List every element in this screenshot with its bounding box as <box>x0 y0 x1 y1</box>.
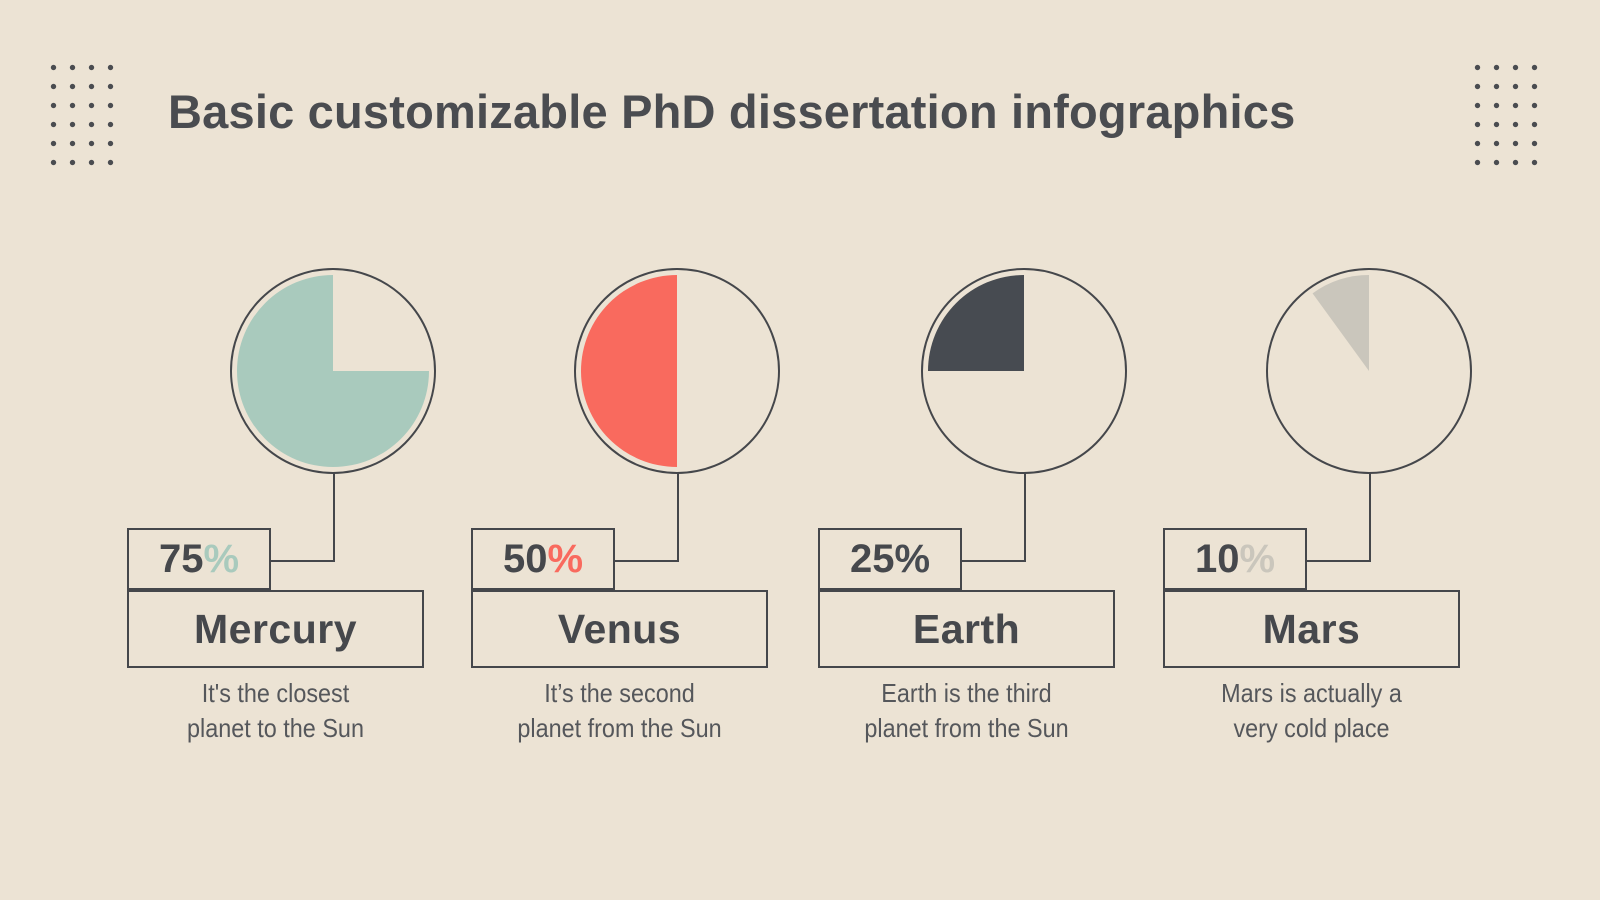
planet-name: Mars <box>1262 605 1361 652</box>
percentage-box: 25% <box>818 528 962 590</box>
planet-group-mercury: 75% Mercury It's the closest planet to t… <box>127 0 473 900</box>
percentage-value: 10 <box>1194 536 1240 581</box>
connector-line <box>615 473 679 562</box>
pie-slice <box>1312 275 1369 371</box>
planet-name: Earth <box>912 605 1021 652</box>
percentage-value: 75 <box>158 536 204 581</box>
percentage-box: 10% <box>1163 528 1307 590</box>
planet-name-box: Mars <box>1163 590 1460 668</box>
planet-group-earth: 25% Earth Earth is the third planet from… <box>818 0 1164 900</box>
percentage-value: 50 <box>502 536 548 581</box>
description-line-1: It's the closest <box>201 678 350 708</box>
connector-line <box>962 473 1026 562</box>
pie-chart-mars <box>1266 268 1472 474</box>
pie-chart-mercury <box>230 268 436 474</box>
percentage-box: 50% <box>471 528 615 590</box>
percent-sign: % <box>203 536 240 581</box>
page-title: Basic customizable PhD dissertation info… <box>168 85 1296 138</box>
percent-sign: % <box>547 536 584 581</box>
pie-chart-venus <box>574 268 780 474</box>
connector-line <box>1307 473 1371 562</box>
connector-line <box>271 473 335 562</box>
planet-description: It’s the second planet from the Sun <box>486 676 753 746</box>
planet-name: Mercury <box>193 605 357 652</box>
description-line-2: very cold place <box>1233 713 1390 743</box>
planet-name-box: Venus <box>471 590 768 668</box>
percentage-box: 75% <box>127 528 271 590</box>
planet-description: Earth is the third planet from the Sun <box>833 676 1100 746</box>
description-line-1: It’s the second <box>544 678 695 708</box>
percent-sign: % <box>1239 536 1276 581</box>
description-line-1: Earth is the third <box>881 678 1052 708</box>
pie-slice <box>237 275 429 467</box>
dot-grid-decoration-right <box>1468 58 1544 172</box>
planet-description: Mars is actually a very cold place <box>1178 676 1445 746</box>
percent-sign: % <box>894 536 931 581</box>
dot-grid-decoration-left <box>44 58 120 172</box>
planet-name: Venus <box>557 605 682 652</box>
description-line-2: planet from the Sun <box>864 713 1069 743</box>
planet-name-box: Earth <box>818 590 1115 668</box>
percentage-value: 25 <box>849 536 895 581</box>
description-line-1: Mars is actually a <box>1221 678 1402 708</box>
pie-slice <box>928 275 1024 371</box>
description-line-2: planet from the Sun <box>517 713 722 743</box>
description-line-2: planet to the Sun <box>187 713 364 743</box>
planet-description: It's the closest planet to the Sun <box>142 676 409 746</box>
planet-name-box: Mercury <box>127 590 424 668</box>
pie-slice <box>581 275 677 467</box>
planet-group-venus: 50% Venus It’s the second planet from th… <box>471 0 817 900</box>
planet-group-mars: 10% Mars Mars is actually a very cold pl… <box>1163 0 1509 900</box>
pie-chart-earth <box>921 268 1127 474</box>
